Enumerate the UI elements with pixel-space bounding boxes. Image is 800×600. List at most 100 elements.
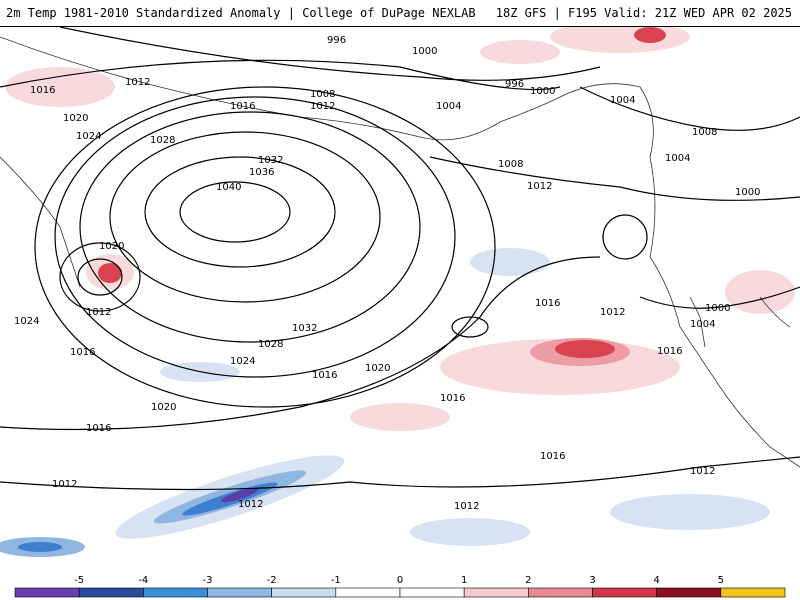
isobar-label: 1024 [14, 316, 39, 327]
isobar-label: 1016 [230, 101, 255, 112]
isobar-996 [0, 59, 561, 91]
isobar-label: 1040 [216, 182, 241, 193]
isobar-1040 [179, 181, 291, 243]
isobar-1004 [639, 286, 800, 309]
colorbar-tick-label: -4 [138, 575, 148, 586]
isobar-label: 1024 [76, 131, 101, 142]
isobar-1028 [79, 111, 421, 343]
isobar-label: 1028 [150, 135, 175, 146]
cold-anomaly-area [610, 494, 770, 530]
colorbar-segment [528, 587, 593, 598]
isobar-label: 1032 [258, 155, 283, 166]
isobar-label: 1016 [657, 346, 682, 357]
colorbar-tick-label: 5 [718, 575, 724, 586]
colorbar-svg: -5 -4 -3 -2 -1 0 1 2 3 4 5 [14, 575, 786, 598]
isobar-label: 996 [505, 79, 524, 90]
colorbar-segment [207, 587, 272, 598]
colorbar-segment [656, 587, 722, 598]
colorbar-segment [335, 587, 401, 598]
colorbar-tick-label: -2 [267, 575, 277, 586]
isobar-label: 1000 [705, 303, 730, 314]
map-canvas: 996 1000 1008 996 1000 1004 1012 1016 10… [0, 27, 800, 557]
isobar-label: 1012 [238, 499, 263, 510]
isobar-1016 [451, 316, 489, 338]
warm-anomaly-area [550, 27, 690, 53]
colorbar-tick-label: 2 [525, 575, 531, 586]
isobars [0, 27, 800, 491]
isobar-1036 [144, 156, 336, 268]
colorbar-segment [14, 587, 80, 598]
isobar-1024 [54, 96, 456, 378]
cold-anomaly-area [470, 248, 550, 276]
isobar-label: 1016 [70, 347, 95, 358]
isobar-label: 1032 [292, 323, 317, 334]
isobar-label: 1008 [310, 89, 335, 100]
isobar-label: 1016 [86, 423, 111, 434]
warm-anomaly-core [634, 27, 666, 43]
colorbar-tick-label: 0 [397, 575, 403, 586]
north-america-coast [0, 36, 800, 468]
colorbar-tick-label: 3 [589, 575, 595, 586]
isobar-label: 1024 [230, 356, 255, 367]
isobar-label: 1012 [52, 479, 77, 490]
warm-anomaly-area [5, 67, 115, 107]
isobar-label: 1004 [690, 319, 715, 330]
temperature-anomaly-shading [0, 27, 795, 557]
product-title: 2m Temp 1981-2010 Standardized Anomaly |… [6, 6, 476, 20]
low-center-isobar [59, 242, 141, 312]
isobar-label: 1000 [412, 46, 437, 57]
isobar-label: 1004 [610, 95, 635, 106]
isobar-1016 [0, 256, 601, 431]
isobar-label: 1008 [692, 127, 717, 138]
isobar-label: 1012 [86, 307, 111, 318]
colorbar-segment [78, 587, 144, 598]
colorbar-segment [271, 587, 337, 598]
isobar-label: 1012 [600, 307, 625, 318]
isobar-label: 1036 [249, 167, 274, 178]
colorbar-tick-label: -5 [74, 575, 84, 586]
isobar-label: 1016 [440, 393, 465, 404]
isobar-1032 [109, 131, 381, 303]
warm-anomaly-core [98, 263, 122, 283]
model-valid-time: 18Z GFS | F195 Valid: 21Z WED APR 02 202… [495, 6, 792, 20]
isobar-label: 1016 [540, 451, 565, 462]
isobar-label: 1012 [527, 181, 552, 192]
colorbar-tick-label: 1 [461, 575, 467, 586]
isobar-1012 [429, 156, 800, 201]
baja-coast [689, 296, 706, 348]
asia-coast [0, 156, 81, 288]
isobar-label: 1020 [151, 402, 176, 413]
colorbar-segment [143, 587, 208, 598]
cold-anomaly-core [18, 542, 62, 552]
isobar-1008 [602, 214, 648, 260]
isobar-label: 996 [327, 35, 346, 46]
warm-anomaly-area [480, 40, 560, 64]
isobar-label: 1004 [436, 101, 461, 112]
isobar-label: 1000 [530, 86, 555, 97]
isobar-label: 1028 [258, 339, 283, 350]
colorbar-segment [463, 587, 529, 598]
isobar-label: 1012 [310, 101, 335, 112]
isobar-label: 1020 [365, 363, 390, 374]
colorbar-tick-label: 4 [653, 575, 659, 586]
isobar-label: 1016 [312, 370, 337, 381]
colorbar-segment [720, 587, 786, 598]
coastlines [0, 36, 800, 468]
isobar-label: 1020 [63, 113, 88, 124]
isobar-label: 1016 [535, 298, 560, 309]
colorbar-tick-label: -1 [331, 575, 341, 586]
isobar-label: 1004 [665, 153, 690, 164]
isobar-label: 1000 [735, 187, 760, 198]
cold-anomaly-area [410, 518, 530, 546]
isobar-label: 1012 [125, 77, 150, 88]
warm-anomaly-core [555, 340, 615, 358]
colorbar-segment [592, 587, 657, 598]
isobar-1012 [0, 456, 800, 491]
isobar-1004 [579, 86, 800, 131]
colorbar-tick-label: -3 [203, 575, 213, 586]
forecast-map[interactable]: 996 1000 1008 996 1000 1004 1012 1016 10… [0, 27, 800, 570]
header-bar: 2m Temp 1981-2010 Standardized Anomaly |… [0, 0, 800, 27]
isobar-label-group: 996 1000 1008 996 1000 1004 1012 1016 10… [14, 35, 760, 512]
colorbar-segment [399, 587, 465, 598]
anomaly-colorbar: -5 -4 -3 -2 -1 0 1 2 3 4 5 [0, 571, 800, 600]
